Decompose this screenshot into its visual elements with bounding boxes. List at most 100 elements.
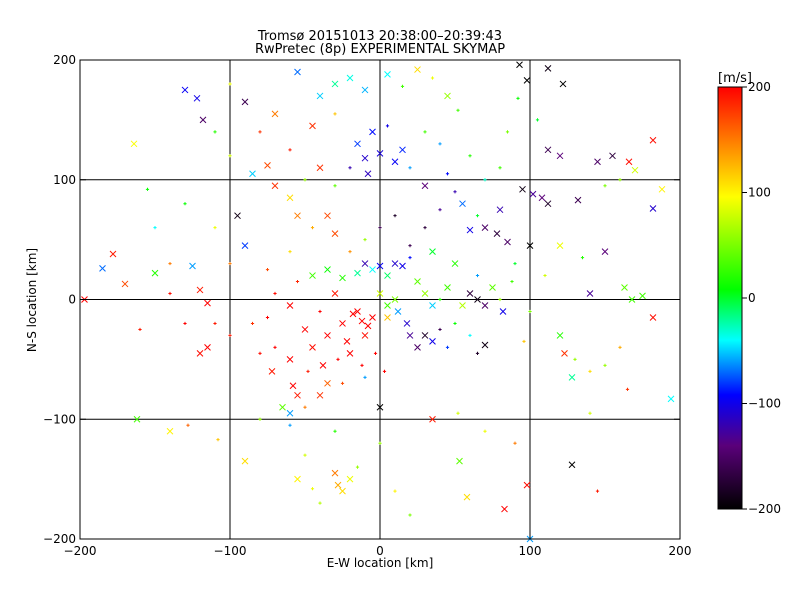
y-tick-label: −100: [43, 412, 76, 426]
colorbar-unit-label: [m/s]: [718, 71, 752, 86]
data-point: [294, 68, 301, 76]
data-point: [385, 124, 390, 128]
data-point: [316, 92, 324, 100]
data-point: [228, 154, 232, 158]
colorbar: [717, 86, 743, 510]
data-point: [451, 260, 459, 267]
data-point: [196, 350, 204, 357]
data-point: [286, 302, 294, 309]
y-tick-labels: −200 −100 0 100 200: [43, 53, 680, 546]
data-point: [391, 296, 399, 303]
x-axis-label: E-W location [km]: [327, 556, 434, 570]
data-point: [483, 178, 487, 182]
data-point: [444, 284, 451, 291]
data-point: [493, 230, 501, 237]
data-point: [319, 362, 327, 369]
data-point: [639, 292, 646, 300]
data-point: [334, 481, 342, 489]
data-point: [544, 146, 552, 154]
data-point: [189, 262, 196, 270]
colorbar-tick-label: 200: [748, 80, 771, 94]
data-point: [529, 190, 537, 198]
data-point: [361, 86, 369, 94]
data-point: [288, 423, 292, 427]
data-point: [456, 411, 460, 415]
data-point: [318, 309, 322, 314]
data-point: [423, 130, 427, 134]
data-point: [130, 140, 138, 148]
data-point: [376, 403, 384, 411]
data-point: [391, 158, 399, 166]
data-point: [399, 262, 406, 270]
data-point: [339, 274, 346, 282]
data-point: [193, 94, 201, 102]
data-point: [133, 415, 141, 423]
data-point: [361, 260, 369, 267]
data-point: [408, 255, 412, 260]
data-point: [438, 208, 442, 212]
data-point: [324, 266, 331, 273]
data-point: [309, 344, 316, 351]
data-point: [516, 61, 523, 69]
chart-subtitle: RwPretec (8p) EXPERIMENTAL SKYMAP: [255, 42, 505, 57]
data-point: [543, 273, 547, 278]
y-tick-label: −200: [43, 532, 76, 546]
chart-title: Tromsø 20151013 20:38:00–20:39:43: [257, 29, 502, 44]
data-point: [625, 158, 633, 166]
data-point: [199, 116, 207, 124]
data-point: [333, 429, 337, 433]
data-point: [99, 265, 106, 272]
data-point: [286, 356, 294, 363]
data-point: [391, 260, 399, 267]
data-point: [586, 290, 594, 297]
data-point: [466, 290, 474, 297]
data-point: [109, 250, 117, 258]
data-point: [453, 190, 457, 194]
data-point: [249, 170, 256, 178]
x-tick-label: 200: [669, 544, 692, 558]
data-point: [414, 66, 421, 73]
data-point: [573, 357, 577, 361]
data-point: [339, 487, 346, 495]
data-point: [153, 226, 157, 230]
data-point: [361, 154, 369, 162]
data-point: [453, 321, 457, 326]
data-point: [393, 489, 397, 493]
x-tick-labels: −200 −100 0 100 200: [64, 60, 692, 558]
data-point: [618, 345, 622, 349]
data-point: [421, 332, 429, 339]
data-point: [568, 461, 576, 469]
data-point: [349, 310, 357, 318]
data-point: [294, 212, 301, 220]
data-point: [303, 178, 307, 182]
data-point: [348, 166, 352, 170]
data-point: [324, 212, 331, 220]
data-point: [595, 489, 600, 493]
data-point: [438, 327, 442, 332]
data-point: [438, 297, 442, 302]
data-point: [456, 457, 463, 465]
data-point: [258, 351, 262, 355]
data-point: [475, 214, 480, 218]
data-point: [324, 379, 331, 387]
data-point: [588, 411, 592, 415]
data-point: [241, 457, 249, 465]
data-point: [166, 427, 174, 435]
data-point: [303, 405, 307, 409]
data-point: [316, 391, 324, 399]
data-point: [216, 438, 220, 442]
data-point: [603, 184, 607, 188]
colorbar-tick-labels: 200 100 0 −100 −200: [742, 80, 781, 516]
data-point: [264, 162, 271, 169]
data-point: [271, 110, 279, 118]
data-point: [468, 333, 472, 338]
data-point: [360, 363, 364, 367]
data-point: [481, 341, 489, 349]
data-point: [358, 317, 366, 325]
data-point: [501, 505, 508, 513]
data-point: [429, 338, 436, 345]
data-point: [364, 322, 372, 330]
data-point: [186, 423, 190, 427]
data-point: [294, 475, 301, 483]
